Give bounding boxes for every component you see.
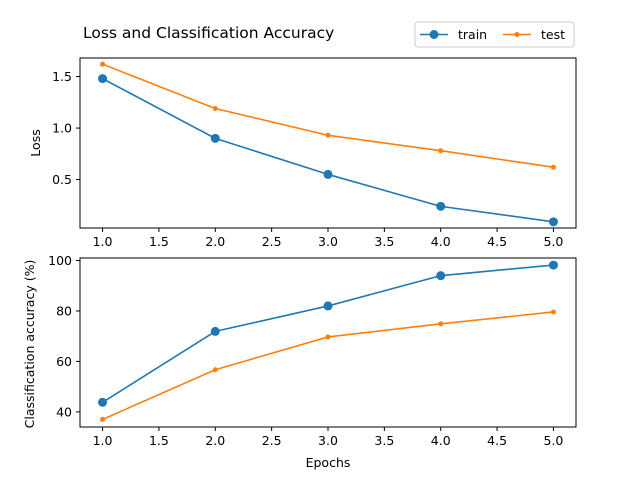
accuracy-test-point	[100, 416, 106, 422]
loss-y-tick-label: 1.0	[52, 121, 72, 136]
accuracy-x-tick-label: 3.0	[318, 433, 338, 448]
accuracy-x-tick-label: 4.0	[431, 433, 451, 448]
accuracy-x-tick-label: 2.0	[205, 433, 225, 448]
legend: train test	[414, 21, 575, 48]
loss-test-point	[325, 132, 331, 138]
loss-test-point	[212, 105, 218, 111]
accuracy-train-point	[98, 397, 108, 407]
loss-test-point	[100, 61, 106, 67]
loss-x-tick-label: 4.5	[487, 234, 507, 249]
loss-panel: 1.0 1.5 2.0 2.5 3.0 3.5 4.0 4.5 5.0 0.5 1.0 1.5	[52, 57, 577, 249]
loss-x-tick-label: 3.0	[318, 234, 338, 249]
loss-test-point	[550, 164, 556, 170]
accuracy-test-point	[438, 321, 444, 327]
legend-test-label: test	[541, 27, 565, 42]
accuracy-y-tick-label: 100	[48, 253, 72, 268]
accuracy-y-tick-label: 40	[56, 404, 72, 419]
accuracy-x-tick-label: 5.0	[544, 433, 564, 448]
loss-train-point	[323, 169, 333, 179]
loss-train-point	[548, 217, 558, 227]
accuracy-test-point	[212, 367, 218, 373]
chart-title: Loss and Classification Accuracy	[83, 24, 334, 42]
accuracy-x-tick-label: 1.0	[93, 433, 113, 448]
legend-test-marker	[514, 32, 520, 37]
loss-train-point	[98, 74, 108, 84]
loss-train-point	[436, 201, 446, 211]
accuracy-train-point	[323, 301, 333, 311]
x-axis-label: Epochs	[306, 455, 351, 470]
accuracy-test-point	[325, 334, 331, 340]
loss-x-tick-label: 2.5	[262, 234, 282, 249]
accuracy-y-axis-label: Classification accuracy (%)	[22, 260, 37, 429]
accuracy-train-point	[436, 271, 446, 281]
loss-test-point	[438, 148, 444, 154]
loss-y-axis-label: Loss	[28, 129, 43, 156]
loss-y-tick-label: 0.5	[52, 172, 72, 187]
accuracy-y-tick-label: 60	[56, 354, 72, 369]
loss-x-tick-label: 4.0	[431, 234, 451, 249]
loss-x-tick-label: 1.0	[93, 234, 113, 249]
loss-x-tick-label: 3.5	[374, 234, 394, 249]
legend-train-label: train	[458, 27, 487, 42]
loss-train-point	[210, 133, 220, 143]
accuracy-x-tick-label: 4.5	[487, 433, 507, 448]
loss-y-tick-label: 1.5	[52, 69, 72, 84]
legend-train-marker	[429, 30, 439, 39]
accuracy-test-point	[550, 309, 556, 315]
accuracy-x-tick-label: 1.5	[149, 433, 169, 448]
accuracy-x-tick-label: 3.5	[374, 433, 394, 448]
accuracy-y-tick-label: 80	[56, 303, 72, 318]
legend-frame	[414, 21, 575, 48]
loss-x-tick-label: 2.0	[205, 234, 225, 249]
accuracy-train-point	[548, 260, 558, 270]
accuracy-panel: 1.0 1.5 2.0 2.5 3.0 3.5 4.0 4.5 5.0 40 60 80 100	[48, 253, 577, 448]
loss-x-tick-label: 5.0	[544, 234, 564, 249]
accuracy-x-tick-label: 2.5	[262, 433, 282, 448]
loss-x-tick-label: 1.5	[149, 234, 169, 249]
accuracy-train-point	[210, 326, 220, 336]
